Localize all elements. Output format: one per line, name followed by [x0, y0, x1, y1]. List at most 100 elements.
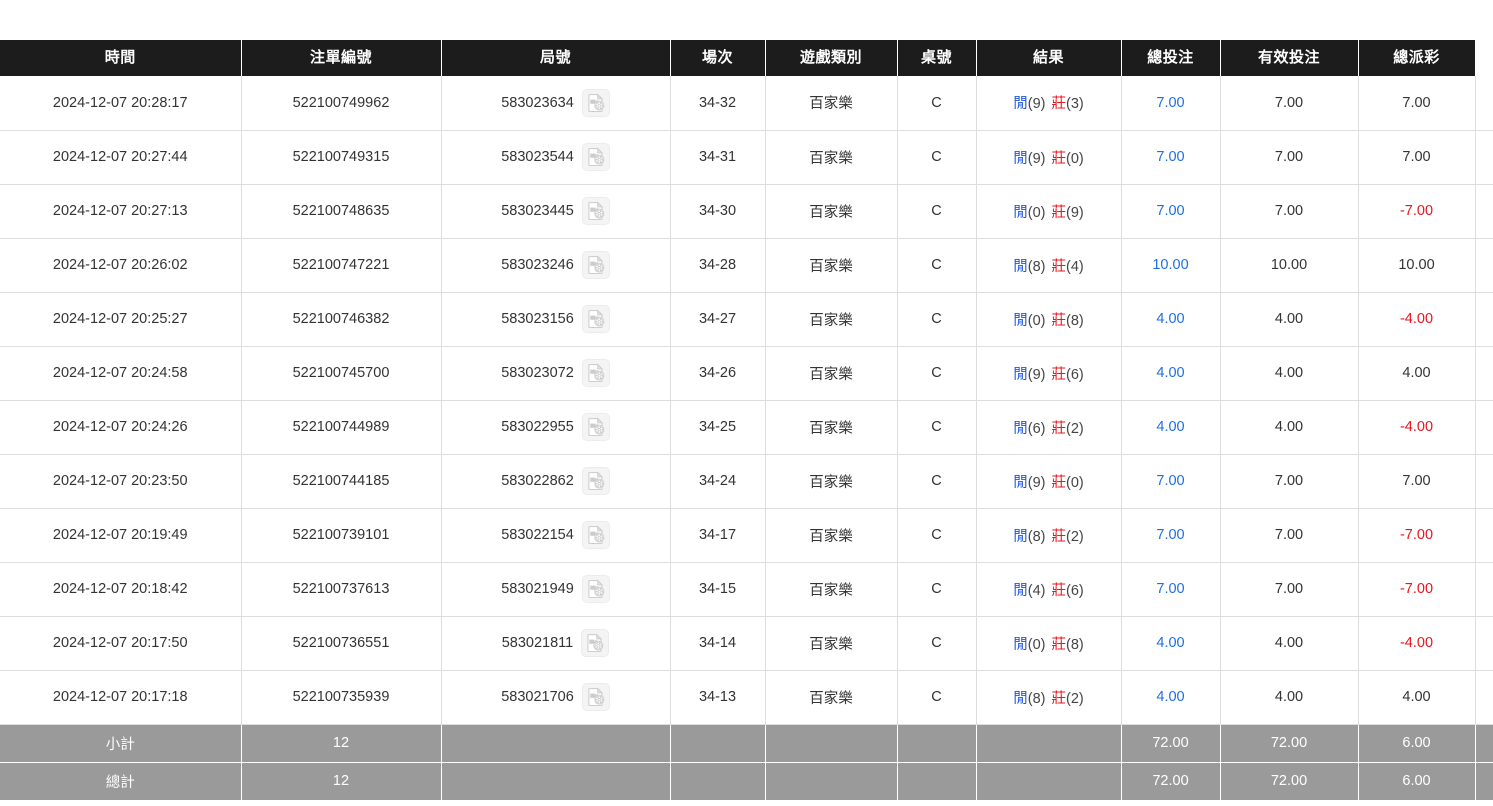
video-file-icon[interactable] — [581, 143, 610, 171]
result-player-point: (9) — [1027, 474, 1046, 491]
cell-result: 閒(8) 莊(2) — [975, 508, 1121, 563]
cell-total-bet[interactable]: 4.00 — [1120, 670, 1220, 725]
cell-payout: -4.00 — [1357, 400, 1475, 455]
result-player-label: 閒 — [1013, 690, 1028, 707]
cell-bet-id: 522100744185 — [240, 454, 441, 509]
cell-bet-id: 522100736551 — [240, 616, 441, 671]
total-bet-link[interactable]: 7.00 — [1156, 149, 1185, 165]
cell-round-no: 583021949 — [440, 562, 670, 617]
result-player-label: 閒 — [1013, 366, 1028, 383]
video-file-icon[interactable] — [581, 629, 610, 657]
result-player-point: (9) — [1027, 366, 1046, 383]
column-header-bet-id[interactable]: 注單編號 — [240, 40, 442, 76]
column-header-result[interactable]: 結果 — [975, 40, 1122, 76]
total-bet-link[interactable]: 10.00 — [1152, 257, 1189, 273]
cell-total-bet[interactable]: 4.00 — [1120, 400, 1220, 455]
cell-payout: 7.00 — [1357, 76, 1475, 131]
result-banker-point: (8) — [1066, 312, 1084, 329]
column-header-shoe[interactable]: 場次 — [669, 40, 766, 76]
cell-total-bet[interactable]: 4.00 — [1120, 346, 1220, 401]
video-file-icon[interactable] — [581, 413, 610, 441]
cell-total-bet[interactable]: 4.00 — [1120, 292, 1220, 347]
total-bet-link[interactable]: 4.00 — [1156, 311, 1185, 327]
cell-total-bet[interactable]: 7.00 — [1120, 76, 1220, 131]
cell-spacer — [1474, 292, 1493, 347]
video-file-icon[interactable] — [581, 521, 610, 549]
video-file-icon[interactable] — [581, 197, 610, 225]
cell-shoe: 34-32 — [669, 76, 765, 131]
payout-value: -4.00 — [1399, 635, 1434, 651]
cell-table-no: C — [896, 238, 976, 293]
cell-spacer — [1474, 454, 1493, 509]
cell-spacer — [1474, 184, 1493, 239]
column-header-table-no[interactable]: 桌號 — [896, 40, 977, 76]
cell-total-bet[interactable]: 7.00 — [1120, 184, 1220, 239]
column-header-game-type[interactable]: 遊戲類別 — [764, 40, 898, 76]
total-bet-link[interactable]: 4.00 — [1156, 419, 1185, 435]
cell-game-type: 百家樂 — [764, 400, 897, 455]
video-file-icon[interactable] — [581, 359, 610, 387]
cell-total-bet[interactable]: 7.00 — [1120, 508, 1220, 563]
cell-time: 2024-12-07 20:26:02 — [0, 238, 241, 293]
column-header-time[interactable]: 時間 — [0, 40, 242, 76]
cell-result: 閒(9) 莊(3) — [975, 76, 1121, 131]
cell-total-bet[interactable]: 10.00 — [1120, 238, 1220, 293]
video-file-icon[interactable] — [581, 305, 610, 333]
total-bet-link[interactable]: 7.00 — [1156, 527, 1185, 543]
cell-time: 2024-12-07 20:24:26 — [0, 400, 241, 455]
cell-round-no: 583021706 — [440, 670, 670, 725]
subtotal-row: 小計 12 72.00 72.00 6.00 — [0, 724, 1493, 763]
video-file-icon[interactable] — [581, 683, 610, 711]
result-banker-label: 莊 — [1051, 420, 1067, 437]
cell-total-bet[interactable]: 7.00 — [1120, 130, 1220, 185]
total-bet-link[interactable]: 7.00 — [1156, 473, 1185, 489]
result-player-label: 閒 — [1013, 258, 1028, 275]
cell-round-no: 583023634 — [440, 76, 670, 131]
table-row: 2024-12-07 20:19:49 522100739101 583022154… — [0, 508, 1493, 563]
total-bet-link[interactable]: 4.00 — [1156, 365, 1185, 381]
round-no-text: 583023156 — [501, 311, 574, 327]
cell-valid-bet: 7.00 — [1219, 508, 1358, 563]
footer-count: 12 — [240, 724, 441, 763]
valid-bet-value: 4.00 — [1274, 419, 1304, 435]
bet-history-table: 時間 注單編號 局號 場次 遊戲類別 桌號 結果 總投注 有效投注 總派彩 20… — [0, 40, 1493, 800]
payout-value: 10.00 — [1398, 257, 1435, 273]
cell-payout: -7.00 — [1357, 562, 1475, 617]
video-file-icon[interactable] — [581, 251, 610, 279]
cell-spacer — [1474, 508, 1493, 563]
result-banker-label: 莊 — [1051, 528, 1067, 545]
cell-shoe: 34-25 — [669, 400, 765, 455]
total-bet-link[interactable]: 4.00 — [1156, 635, 1185, 651]
result-banker-point: (2) — [1066, 690, 1084, 707]
valid-bet-value: 10.00 — [1270, 257, 1308, 273]
video-file-icon[interactable] — [581, 575, 610, 603]
video-file-icon[interactable] — [581, 467, 610, 495]
cell-result: 閒(0) 莊(8) — [975, 292, 1121, 347]
table-row: 2024-12-07 20:17:50 522100736551 583021811… — [0, 616, 1493, 671]
cell-spacer — [1474, 670, 1493, 725]
table-row: 2024-12-07 20:18:42 522100737613 583021949… — [0, 562, 1493, 617]
total-bet-link[interactable]: 4.00 — [1156, 689, 1185, 705]
video-file-icon[interactable] — [581, 88, 610, 117]
total-bet-link[interactable]: 7.00 — [1156, 94, 1185, 111]
column-header-total-bet[interactable]: 總投注 — [1120, 40, 1221, 76]
cell-total-bet[interactable]: 4.00 — [1120, 616, 1220, 671]
result-player-point: (8) — [1027, 690, 1046, 707]
cell-result: 閒(6) 莊(2) — [975, 400, 1121, 455]
cell-total-bet[interactable]: 7.00 — [1120, 454, 1220, 509]
cell-result: 閒(9) 莊(0) — [975, 130, 1121, 185]
payout-value: -7.00 — [1399, 203, 1434, 219]
column-header-valid-bet[interactable]: 有效投注 — [1219, 40, 1359, 76]
cell-spacer — [1474, 76, 1493, 131]
cell-spacer — [1474, 616, 1493, 671]
result-banker-label: 莊 — [1051, 366, 1067, 383]
column-header-round-no[interactable]: 局號 — [440, 40, 671, 76]
column-header-payout[interactable]: 總派彩 — [1357, 40, 1476, 76]
round-no-text: 583022862 — [501, 473, 574, 489]
footer-spacer — [1474, 762, 1493, 800]
grandtotal-row: 總計 12 72.00 72.00 6.00 — [0, 762, 1493, 800]
cell-result: 閒(8) 莊(2) — [975, 670, 1121, 725]
cell-total-bet[interactable]: 7.00 — [1120, 562, 1220, 617]
total-bet-link[interactable]: 7.00 — [1156, 203, 1185, 219]
total-bet-link[interactable]: 7.00 — [1156, 581, 1185, 597]
